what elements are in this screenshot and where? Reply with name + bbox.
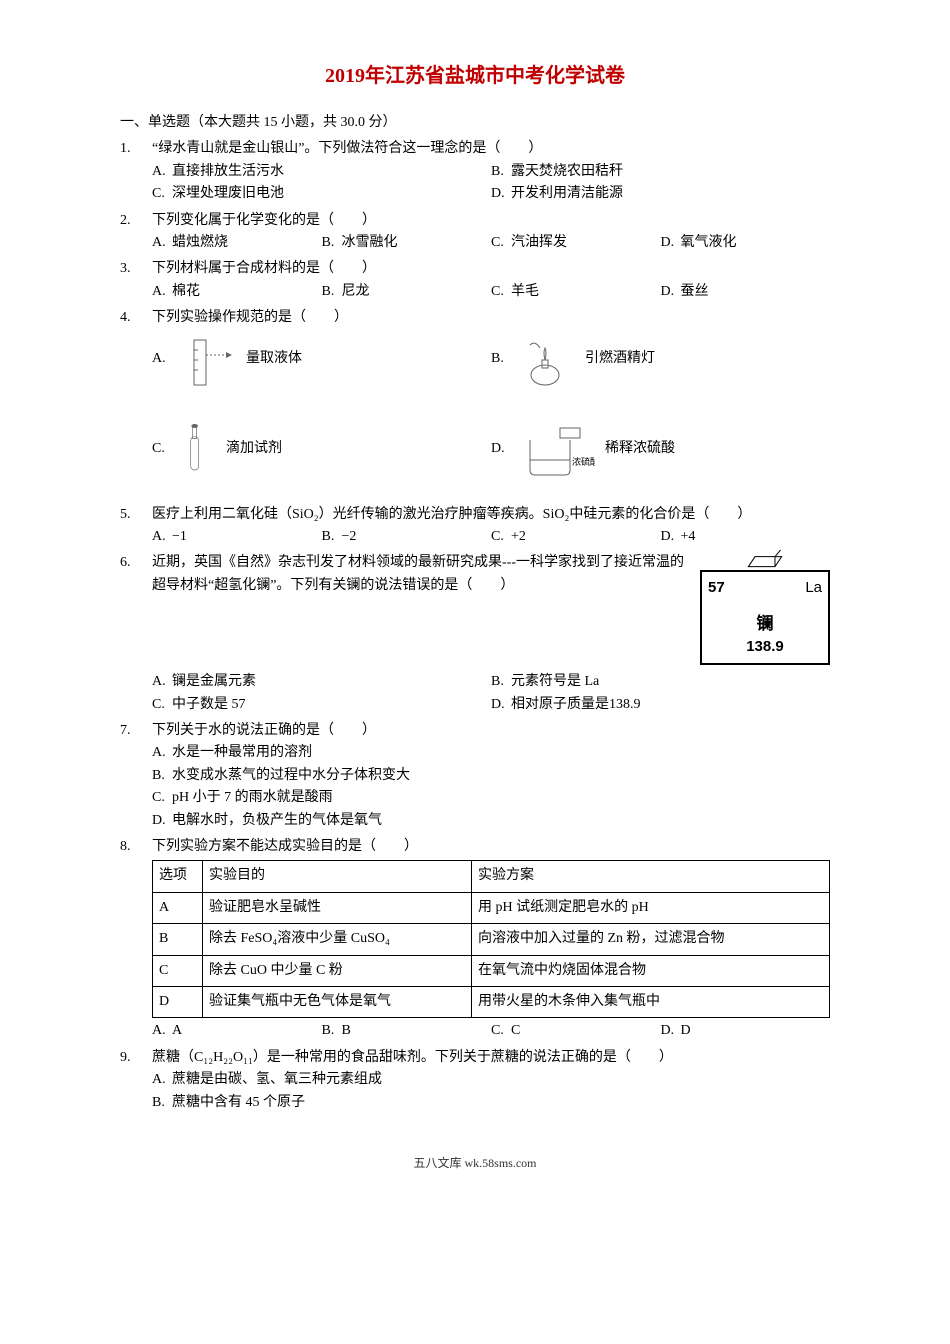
option-a: A. 量取液体 xyxy=(152,330,491,390)
option-b: B.蔗糖中含有 45 个原子 xyxy=(152,1092,830,1114)
th-purpose: 实验目的 xyxy=(203,861,472,892)
cube-icon xyxy=(730,550,800,570)
option-d: D.开发利用清洁能源 xyxy=(491,183,830,205)
option-a: A.蜡烛燃烧 xyxy=(152,232,322,254)
option-c: C.深埋处理废旧电池 xyxy=(152,183,491,205)
option-b: B.冰雪融化 xyxy=(322,232,492,254)
th-plan: 实验方案 xyxy=(471,861,829,892)
element-name: 镧 xyxy=(702,610,828,637)
question-9: 9. 蔗糖（C₁₂H₂₂O₁₁）是一种常用的食品甜味剂。下列关于蔗糖的说法正确的… xyxy=(120,1047,830,1114)
question-5: 5. 医疗上利用二氧化硅（SiO₂）光纤传输的激光治疗肿瘤等疾病。SiO₂中硅元… xyxy=(120,504,830,549)
option-c: C.C xyxy=(491,1020,661,1042)
option-a: A.棉花 xyxy=(152,281,322,303)
option-c: C. 滴加试剂 xyxy=(152,410,491,490)
q-stem: 医疗上利用二氧化硅（SiO₂）光纤传输的激光治疗肿瘤等疾病。SiO₂中硅元素的化… xyxy=(152,504,830,526)
option-a: A.直接排放生活污水 xyxy=(152,161,491,183)
option-a: A.−1 xyxy=(152,526,322,548)
q-number: 3. xyxy=(120,258,152,303)
section-header: 一、单选题（本大题共 15 小题，共 30.0 分） xyxy=(120,112,830,134)
option-d: D.+4 xyxy=(661,526,831,548)
q-stem: 下列变化属于化学变化的是（ ） xyxy=(152,210,830,232)
element-card: 57 La 镧 138.9 xyxy=(700,570,830,665)
option-b: B.−2 xyxy=(322,526,492,548)
q-stem: 下列实验方案不能达成实验目的是（ ） xyxy=(152,836,830,858)
option-d: D.蚕丝 xyxy=(661,281,831,303)
q-stem: 蔗糖（C₁₂H₂₂O₁₁）是一种常用的食品甜味剂。下列关于蔗糖的说法正确的是（ … xyxy=(152,1047,830,1069)
table-header: 选项 实验目的 实验方案 xyxy=(153,861,830,892)
q-number: 4. xyxy=(120,307,152,499)
option-a: A.水是一种最常用的溶剂 xyxy=(152,742,830,764)
option-b: B.元素符号是 La xyxy=(491,671,830,693)
option-a: A.蔗糖是由碳、氢、氧三种元素组成 xyxy=(152,1069,830,1091)
table-row: C除去 CuO 中少量 C 粉在氧气流中灼烧固体混合物 xyxy=(153,955,830,986)
option-c: C.中子数是 57 xyxy=(152,694,491,716)
question-8: 8. 下列实验方案不能达成实验目的是（ ） 选项 实验目的 实验方案 A验证肥皂… xyxy=(120,836,830,1043)
page-footer: 五八文库 wk.58sms.com xyxy=(120,1154,830,1173)
option-c: C.pH 小于 7 的雨水就是酸雨 xyxy=(152,787,830,809)
atomic-number: 57 xyxy=(708,576,725,600)
option-c: C.羊毛 xyxy=(491,281,661,303)
option-d: D. 浓硫酸 稀释浓硫酸 xyxy=(491,410,830,490)
q-stem: 下列关于水的说法正确的是（ ） xyxy=(152,720,830,742)
q-number: 8. xyxy=(120,836,152,1043)
dilute-acid-icon: 浓硫酸 xyxy=(515,420,595,480)
option-a: A.镧是金属元素 xyxy=(152,671,491,693)
option-d: D.相对原子质量是138.9 xyxy=(491,694,830,716)
element-symbol: La xyxy=(805,576,822,600)
table-row: B除去 FeSO₄溶液中少量 CuSO₄向溶液中加入过量的 Zn 粉，过滤混合物 xyxy=(153,924,830,955)
q-number: 5. xyxy=(120,504,152,549)
option-a: A.A xyxy=(152,1020,322,1042)
question-3: 3. 下列材料属于合成材料的是（ ） A.棉花 B.尼龙 C.羊毛 D.蚕丝 xyxy=(120,258,830,303)
measuring-cylinder-icon xyxy=(176,330,236,390)
option-d: D.氧气液化 xyxy=(661,232,831,254)
option-d: D.电解水时，负极产生的气体是氧气 xyxy=(152,810,830,832)
page-title: 2019年江苏省盐城市中考化学试卷 xyxy=(120,60,830,92)
svg-text:浓硫酸: 浓硫酸 xyxy=(572,456,595,467)
atomic-mass: 138.9 xyxy=(702,635,828,659)
q-stem: 下列材料属于合成材料的是（ ） xyxy=(152,258,830,280)
experiment-table: 选项 实验目的 实验方案 A验证肥皂水呈碱性用 pH 试纸测定肥皂水的 pH B… xyxy=(152,860,830,1018)
q-stem: “绿水青山就是金山银山”。下列做法符合这一理念的是（ ） xyxy=(152,138,830,160)
option-c: C.汽油挥发 xyxy=(491,232,661,254)
q-stem: 近期，英国《自然》杂志刊发了材料领域的最新研究成果---一科学家找到了接近常温的… xyxy=(152,552,690,665)
q-number: 1. xyxy=(120,138,152,205)
option-b: B.尼龙 xyxy=(322,281,492,303)
option-b: B.水变成水蒸气的过程中水分子体积变大 xyxy=(152,765,830,787)
option-b: B.露天焚烧农田秸秆 xyxy=(491,161,830,183)
question-7: 7. 下列关于水的说法正确的是（ ） A.水是一种最常用的溶剂 B.水变成水蒸气… xyxy=(120,720,830,832)
q-number: 7. xyxy=(120,720,152,832)
q-number: 6. xyxy=(120,552,152,716)
option-b: B. 引燃酒精灯 xyxy=(491,330,830,390)
q-number: 9. xyxy=(120,1047,152,1114)
table-row: D验证集气瓶中无色气体是氧气用带火星的木条伸入集气瓶中 xyxy=(153,986,830,1017)
option-c: C.+2 xyxy=(491,526,661,548)
q-number: 2. xyxy=(120,210,152,255)
q-stem: 下列实验操作规范的是（ ） xyxy=(152,307,830,329)
option-d: D.D xyxy=(661,1020,831,1042)
dropper-tube-icon xyxy=(176,410,216,490)
table-row: A验证肥皂水呈碱性用 pH 试纸测定肥皂水的 pH xyxy=(153,892,830,923)
question-6: 6. 近期，英国《自然》杂志刊发了材料领域的最新研究成果---一科学家找到了接近… xyxy=(120,552,830,716)
question-4: 4. 下列实验操作规范的是（ ） A. 量取液体 B. 引燃酒精灯 C. 滴加试… xyxy=(120,307,830,499)
th-option: 选项 xyxy=(153,861,203,892)
alcohol-lamp-icon xyxy=(515,330,575,390)
option-b: B.B xyxy=(322,1020,492,1042)
question-1: 1. “绿水青山就是金山银山”。下列做法符合这一理念的是（ ） A.直接排放生活… xyxy=(120,138,830,205)
question-2: 2. 下列变化属于化学变化的是（ ） A.蜡烛燃烧 B.冰雪融化 C.汽油挥发 … xyxy=(120,210,830,255)
